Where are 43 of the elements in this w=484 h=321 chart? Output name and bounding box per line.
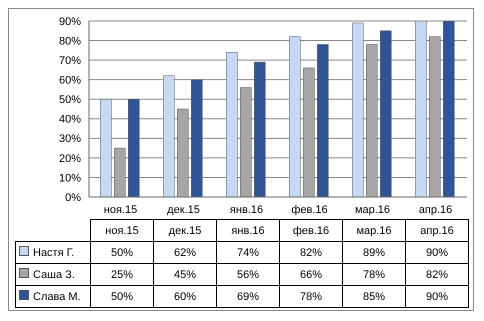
y-tick-label: 20%: [58, 152, 82, 165]
x-tick-label: ноя.15: [104, 204, 138, 216]
data-label: 85%: [342, 286, 406, 308]
y-tick-label: 50%: [58, 94, 82, 106]
data-label: 50%: [90, 242, 154, 264]
x-tick-label: дек.15: [167, 204, 200, 216]
data-label: 25%: [90, 264, 154, 286]
category-label: дек.15: [168, 224, 202, 236]
data-label: 89%: [342, 242, 406, 264]
y-tick-label: 40%: [58, 114, 82, 126]
data-label: 82%: [406, 264, 468, 286]
data-label: 60%: [154, 286, 216, 308]
data-label: 56%: [216, 264, 280, 286]
y-tick-label: 30%: [58, 133, 82, 146]
data-label: 78%: [280, 286, 342, 308]
data-label: 69%: [216, 286, 280, 308]
data-label: 45%: [154, 264, 216, 286]
x-tick-label: мар.16: [354, 204, 390, 216]
legend-label: Саша З.: [16, 264, 90, 286]
y-tick-label: 90%: [58, 16, 82, 28]
legend-label: Настя Г.: [16, 242, 90, 264]
data-label: 82%: [280, 242, 342, 264]
category-label: фев.16: [292, 224, 330, 236]
data-label: 62%: [154, 242, 216, 264]
category-label: янв.16: [231, 224, 265, 236]
data-label: 66%: [280, 264, 342, 286]
category-label: мар.16: [356, 224, 392, 236]
y-tick-label: 60%: [58, 74, 82, 87]
y-tick-label: 80%: [58, 35, 82, 48]
y-tick-label: 10%: [58, 172, 82, 184]
y-tick-label: 0%: [65, 192, 82, 204]
data-label: 90%: [406, 242, 468, 264]
data-label: 78%: [342, 264, 406, 286]
x-tick-label: апр.16: [418, 204, 452, 216]
data-label: 90%: [406, 286, 468, 308]
x-tick-label: фев.16: [291, 204, 328, 216]
legend-label: Слава М.: [16, 286, 90, 308]
x-tick-label: янв.16: [230, 204, 264, 216]
data-label: 50%: [90, 286, 154, 308]
category-label: апр.16: [420, 224, 454, 236]
data-label: 74%: [216, 242, 280, 264]
category-label: ноя.15: [105, 224, 139, 236]
y-tick-label: 70%: [58, 55, 82, 68]
